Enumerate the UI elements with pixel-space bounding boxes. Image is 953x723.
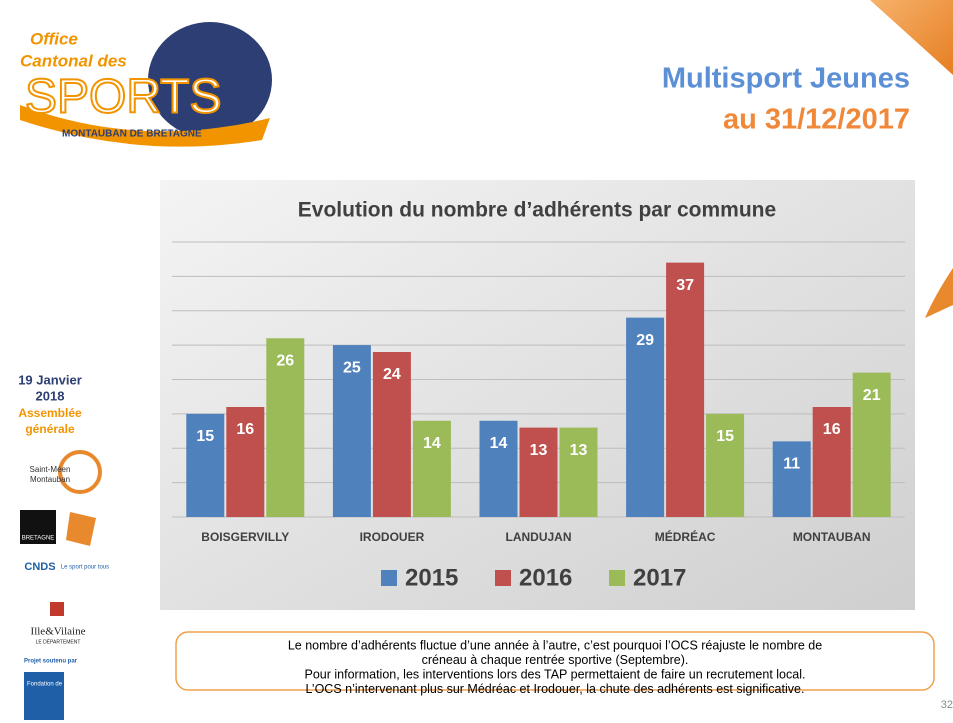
x-tick-label: IRODOUER xyxy=(360,530,425,544)
legend-label: 2017 xyxy=(633,564,686,591)
legend-swatch xyxy=(381,570,397,586)
partner-text: Le sport pour tous xyxy=(61,565,109,571)
slide-title: Multisport Jeunes xyxy=(662,63,910,95)
partner-logo xyxy=(50,602,64,616)
bar xyxy=(773,441,811,517)
data-label: 15 xyxy=(716,428,734,445)
chart-title: Evolution du nombre d’adhérents par comm… xyxy=(298,199,776,222)
bar xyxy=(666,263,704,517)
sidebar-event: Assemblée xyxy=(18,406,82,420)
sidebar-date: 19 Janvier xyxy=(18,372,82,387)
legend-label: 2015 xyxy=(405,564,458,591)
caption: Le nombre d’adhérents fluctue d’une anné… xyxy=(288,638,822,696)
page: Office Cantonal des SPORTS MONTAUBAN DE … xyxy=(0,0,953,723)
data-label: 26 xyxy=(276,352,294,369)
partner-text: Ille&Vilaine xyxy=(31,626,86,638)
logo: Office Cantonal des SPORTS MONTAUBAN DE … xyxy=(20,22,272,147)
data-label: 14 xyxy=(423,435,441,452)
sidebar-event: générale xyxy=(25,422,75,436)
data-label: 15 xyxy=(196,428,214,445)
legend-swatch xyxy=(495,570,511,586)
side-decoration xyxy=(925,268,953,318)
partner-text: Saint-Méen xyxy=(30,465,71,474)
data-label: 37 xyxy=(676,277,694,294)
x-tick-label: LANDUJAN xyxy=(506,530,572,544)
data-label: 21 xyxy=(863,387,881,404)
logo-text: Cantonal des xyxy=(20,51,127,70)
data-label: 13 xyxy=(570,442,588,459)
partner-logo xyxy=(24,672,64,720)
caption-line: Le nombre d’adhérents fluctue d’une anné… xyxy=(288,638,822,652)
slide: Office Cantonal des SPORTS MONTAUBAN DE … xyxy=(0,0,953,723)
x-tick-label: BOISGERVILLY xyxy=(201,530,289,544)
data-label: 16 xyxy=(236,421,254,438)
partner-text: Montauban xyxy=(30,475,70,484)
partner-text: BRETAGNE xyxy=(22,536,55,542)
caption-line: créneau à chaque rentrée sportive (Septe… xyxy=(422,653,689,667)
logo-text: Office xyxy=(30,29,78,48)
logo-text: MONTAUBAN DE BRETAGNE xyxy=(62,129,202,140)
logo-text: SPORTS xyxy=(25,71,222,124)
x-tick-label: MÉDRÉAC xyxy=(655,529,716,544)
data-label: 14 xyxy=(490,435,508,452)
legend-label: 2016 xyxy=(519,564,572,591)
data-label: 11 xyxy=(783,456,800,473)
legend-swatch xyxy=(609,570,625,586)
slide-subtitle: au 31/12/2017 xyxy=(723,104,910,136)
caption-line: Pour information, les interventions lors… xyxy=(305,667,806,681)
data-label: 16 xyxy=(823,421,841,438)
data-label: 29 xyxy=(636,332,654,349)
data-label: 24 xyxy=(383,366,401,383)
partner-text: Projet soutenu par xyxy=(24,659,78,665)
partner-text: Fondation de France xyxy=(27,682,83,688)
caption-line: L’OCS n’intervenant plus sur Médréac et … xyxy=(306,682,805,696)
x-tick-label: MONTAUBAN xyxy=(793,530,871,544)
data-label: 13 xyxy=(530,442,548,459)
partner-text: LE DÉPARTEMENT xyxy=(36,638,81,645)
data-label: 25 xyxy=(343,359,361,376)
page-number: 32 xyxy=(941,699,953,711)
partner-logo xyxy=(66,512,96,546)
partner-text: CNDS xyxy=(24,561,55,573)
sidebar: 19 Janvier 2018 Assemblée générale Saint… xyxy=(18,372,109,720)
sidebar-date: 2018 xyxy=(36,388,65,403)
